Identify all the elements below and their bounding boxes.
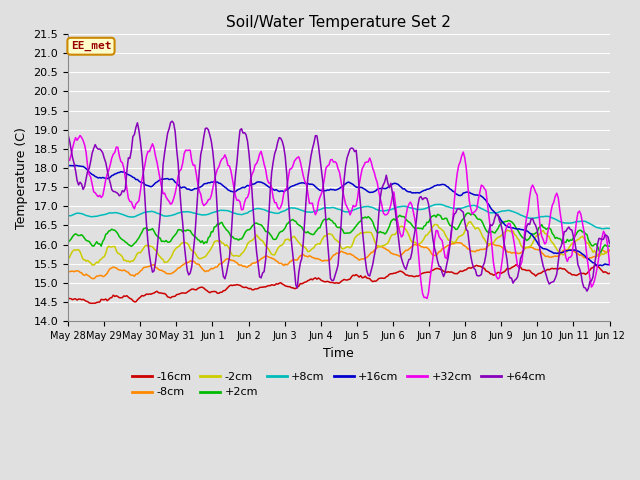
Title: Soil/Water Temperature Set 2: Soil/Water Temperature Set 2: [227, 15, 451, 30]
X-axis label: Time: Time: [323, 347, 354, 360]
Text: EE_met: EE_met: [71, 41, 111, 51]
Legend: -16cm, -8cm, -2cm, +2cm, +8cm, +16cm, +32cm, +64cm: -16cm, -8cm, -2cm, +2cm, +8cm, +16cm, +3…: [127, 368, 550, 402]
Y-axis label: Temperature (C): Temperature (C): [15, 127, 28, 228]
